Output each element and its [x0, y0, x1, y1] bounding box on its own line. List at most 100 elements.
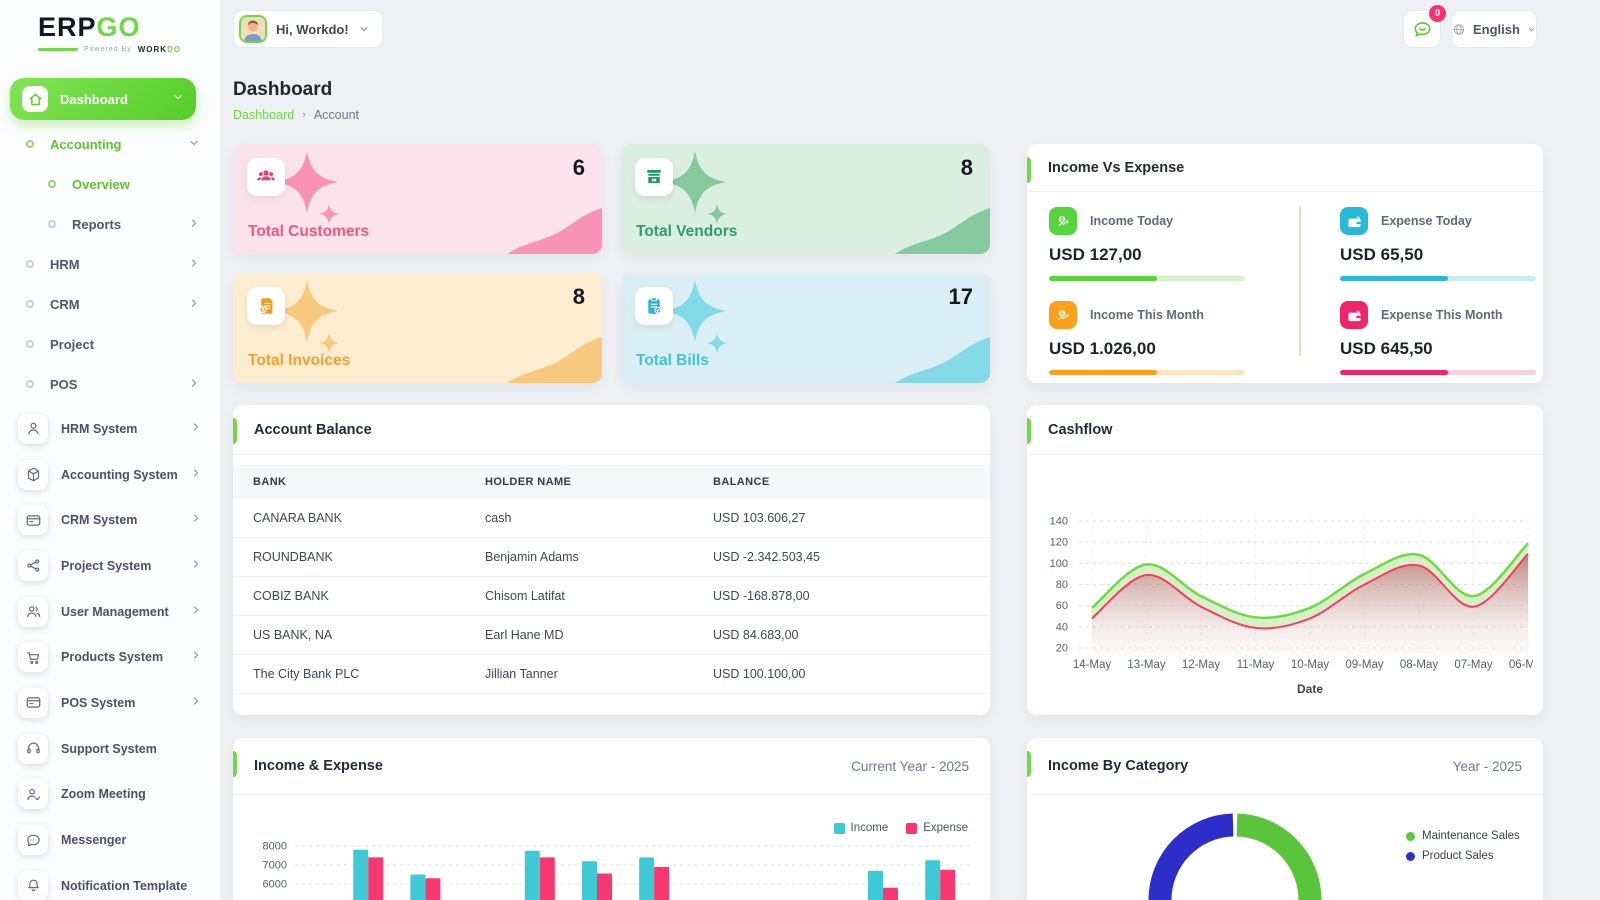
svg-text:$: $ — [1060, 217, 1063, 223]
legend-item-income[interactable]: Income — [833, 822, 888, 834]
svg-text:08-May: 08-May — [1400, 659, 1439, 671]
cube-icon — [18, 459, 48, 490]
panel-period-label: Current Year - 2025 — [851, 758, 969, 774]
column-header-balance: BALANCE — [713, 465, 990, 499]
chevron-down-icon — [360, 26, 368, 32]
sidebar-item-label: Notification Template — [61, 878, 188, 893]
sidebar-item-label: Accounting System — [61, 467, 178, 482]
metric-label: Expense This Month — [1381, 308, 1503, 322]
svg-text:60: 60 — [1056, 600, 1068, 612]
store-icon — [635, 158, 673, 196]
sidebar-item-support-system[interactable]: Support System — [0, 726, 220, 772]
legend-label: Maintenance Sales — [1422, 830, 1520, 842]
legend-item-product-sales[interactable]: Product Sales — [1406, 850, 1520, 862]
panel-accent-bar — [233, 418, 237, 444]
sidebar-item-dashboard[interactable]: Dashboard — [10, 78, 196, 120]
stat-value: 8 — [572, 284, 585, 309]
card-decoration — [276, 280, 602, 383]
metric-income-this-month: $ Income This Month USD 1.026,00 — [1049, 301, 1245, 375]
stat-value: 6 — [572, 155, 585, 180]
metric-value: USD 645,50 — [1340, 339, 1433, 358]
stat-card-total-customers[interactable]: 6 Total Customers — [233, 144, 602, 254]
legend-swatch — [833, 822, 845, 834]
svg-text:40: 40 — [1056, 621, 1068, 633]
expense-icon — [1340, 301, 1368, 329]
cashflow-panel: Cashflow 140 120 100 80 60 40 20 14-May 13-May 12… — [1027, 405, 1543, 715]
sidebar-item-reports[interactable]: Reports — [0, 204, 220, 244]
stat-card-total-vendors[interactable]: 8 Total Vendors — [621, 144, 990, 254]
svg-text:120: 120 — [1050, 537, 1068, 549]
chevron-right-icon — [190, 694, 202, 712]
stat-card-total-invoices[interactable]: $ 8 Total Invoices — [233, 273, 602, 383]
sidebar-item-products-system[interactable]: Products System — [0, 634, 220, 680]
sidebar-menu: Accounting Overview Reports HRM CRM Proj… — [0, 124, 220, 404]
sidebar-item-hrm[interactable]: HRM — [0, 244, 220, 284]
sidebar-item-crm-system[interactable]: CRM System — [0, 497, 220, 543]
sidebar-item-label: POS — [50, 376, 78, 392]
messages-button[interactable]: 0 — [1403, 5, 1446, 48]
sidebar-item-pos[interactable]: POS — [0, 364, 220, 404]
sidebar-item-user-management[interactable]: User Management — [0, 589, 220, 635]
breadcrumb-separator: › — [302, 109, 306, 121]
sidebar-item-label: POS System — [61, 695, 136, 710]
legend-item-expense[interactable]: Expense — [906, 822, 968, 834]
income-expense-panel: Income & Expense Current Year - 2025 Inc… — [233, 738, 990, 900]
sidebar-item-label: Products System — [61, 650, 164, 665]
chevron-right-icon — [188, 377, 200, 392]
table-row[interactable]: ROUNDBANK Benjamin Adams USD -2.342.503,45 — [233, 537, 990, 577]
sidebar-item-hrm-system[interactable]: HRM System — [0, 406, 220, 452]
sidebar-item-zoom-meeting[interactable]: Zoom Meeting — [0, 772, 220, 818]
svg-text:10-May: 10-May — [1291, 659, 1330, 671]
chevron-right-icon — [188, 297, 200, 312]
logo-underline — [38, 48, 78, 51]
breadcrumb-dashboard-link[interactable]: Dashboard — [233, 108, 295, 122]
chevron-down-icon — [172, 90, 184, 108]
stat-label: Total Bills — [636, 352, 709, 369]
metric-income-today: $ Income Today USD 127,00 — [1049, 207, 1245, 281]
sidebar-item-notification-template[interactable]: Notification Template — [0, 863, 220, 900]
user-menu[interactable]: Hi, Workdo! — [233, 10, 383, 48]
sidebar-item-project-system[interactable]: Project System — [0, 543, 220, 589]
legend-swatch — [1406, 851, 1415, 861]
table-row[interactable]: US BANK, NA Earl Hane MD USD 84.683,00 — [233, 615, 990, 655]
table-row[interactable]: CANARA BANK cash USD 103.606,27 — [233, 499, 990, 538]
sidebar-item-label: HRM — [50, 256, 80, 272]
home-icon — [22, 86, 48, 112]
sidebar-item-pos-system[interactable]: POS System — [0, 680, 220, 726]
svg-text:80: 80 — [1056, 579, 1068, 591]
sidebar-item-project[interactable]: Project — [0, 324, 220, 364]
customers-icon — [247, 158, 285, 196]
app-logo: ERPGO Powered By WORKDO — [38, 12, 181, 54]
chart-legend: Income Expense — [833, 822, 968, 834]
sidebar-item-accounting[interactable]: Accounting — [0, 124, 220, 164]
sidebar-modules: HRM System Accounting System CRM System … — [0, 406, 220, 900]
page-title: Dashboard — [233, 79, 333, 100]
sidebar: ERPGO Powered By WORKDO Dashboard Accoun… — [0, 0, 220, 900]
globe-icon — [1453, 23, 1465, 35]
table-row[interactable]: The City Bank PLC Jillian Tanner USD 100.1… — [233, 654, 990, 694]
sidebar-item-crm[interactable]: CRM — [0, 284, 220, 324]
table-row[interactable]: COBIZ BANK Chisom Latifat USD -168.878,00 — [233, 576, 990, 616]
sidebar-item-overview[interactable]: Overview — [0, 164, 220, 204]
legend-swatch — [1406, 831, 1415, 841]
card-icon — [18, 505, 48, 536]
share-icon — [18, 550, 48, 581]
svg-text:Date: Date — [1297, 682, 1323, 696]
sidebar-item-messenger[interactable]: Messenger — [0, 817, 220, 863]
chevron-right-icon — [190, 466, 202, 484]
bullet-icon — [26, 300, 34, 308]
stat-card-total-bills[interactable]: 17 Total Bills — [621, 273, 990, 383]
table-cell: USD 103.606,27 — [713, 499, 990, 538]
table-cell: ROUNDBANK — [233, 537, 485, 577]
svg-text:09-May: 09-May — [1345, 659, 1384, 671]
svg-text:8000: 8000 — [263, 841, 287, 853]
legend-item-maintenance-sales[interactable]: Maintenance Sales — [1406, 830, 1520, 842]
metric-value: USD 1.026,00 — [1049, 339, 1156, 358]
chevron-right-icon — [190, 420, 202, 438]
chart-legend: Maintenance Sales Product Sales — [1406, 830, 1520, 870]
sidebar-item-accounting-system[interactable]: Accounting System — [0, 452, 220, 498]
svg-text:20: 20 — [1056, 643, 1068, 655]
sidebar-item-label: CRM System — [61, 513, 138, 528]
language-selector[interactable]: English — [1451, 10, 1537, 48]
chat-icon — [18, 825, 48, 856]
